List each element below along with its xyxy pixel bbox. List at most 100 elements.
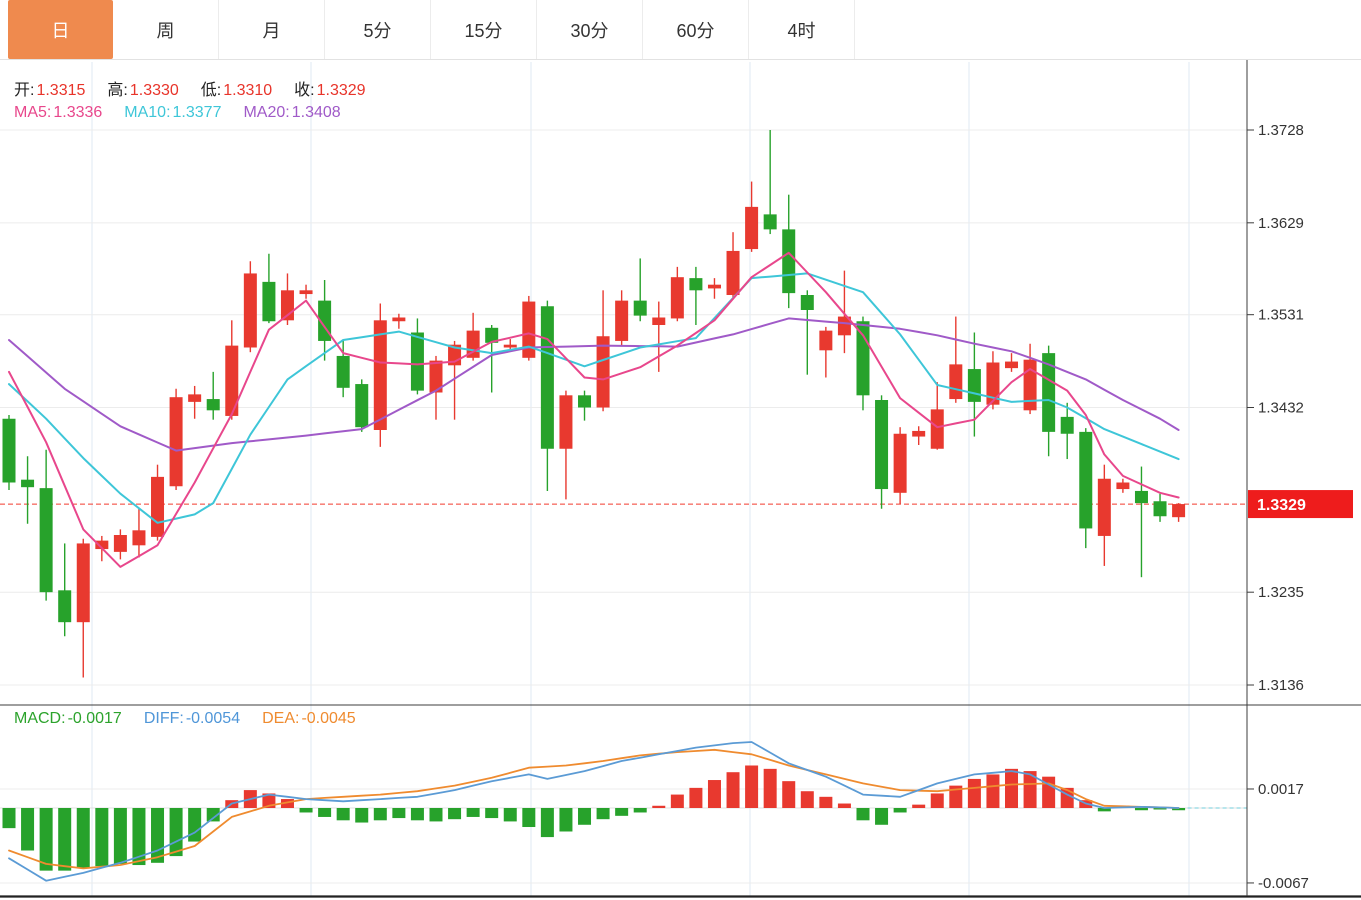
- macd-hist-bar[interactable]: [95, 808, 109, 867]
- candle-body-up[interactable]: [559, 395, 573, 449]
- candle-body-up[interactable]: [1005, 361, 1019, 369]
- macd-hist-bar[interactable]: [151, 808, 165, 863]
- timeframe-tab-60分[interactable]: 60分: [643, 0, 749, 59]
- macd-hist-bar[interactable]: [726, 772, 740, 808]
- macd-hist-bar[interactable]: [633, 808, 647, 813]
- macd-hist-bar[interactable]: [540, 808, 554, 838]
- macd-hist-bar[interactable]: [1172, 808, 1186, 811]
- macd-hist-bar[interactable]: [689, 787, 703, 808]
- macd-hist-bar[interactable]: [448, 808, 462, 820]
- candle-body-down[interactable]: [58, 590, 72, 623]
- candle-body-down[interactable]: [206, 399, 220, 411]
- candle-body-down[interactable]: [967, 369, 981, 402]
- candle-body-down[interactable]: [633, 300, 647, 316]
- candle-body-up[interactable]: [596, 336, 610, 408]
- candle-body-up[interactable]: [893, 433, 907, 493]
- candle-body-up[interactable]: [670, 277, 684, 319]
- macd-hist-bar[interactable]: [21, 808, 35, 851]
- macd-hist-bar[interactable]: [410, 808, 424, 821]
- macd-hist-bar[interactable]: [707, 780, 721, 808]
- macd-hist-bar[interactable]: [58, 808, 72, 871]
- macd-hist-bar[interactable]: [1097, 808, 1111, 812]
- timeframe-tab-5分[interactable]: 5分: [325, 0, 431, 59]
- macd-hist-bar[interactable]: [522, 808, 536, 828]
- candle-body-down[interactable]: [875, 400, 889, 490]
- candle-body-down[interactable]: [1134, 490, 1148, 504]
- candle-body-up[interactable]: [819, 330, 833, 351]
- candle-body-up[interactable]: [151, 476, 165, 537]
- macd-hist-bar[interactable]: [615, 808, 629, 816]
- candle-body-up[interactable]: [949, 364, 963, 400]
- macd-hist-bar[interactable]: [819, 796, 833, 808]
- macd-hist-bar[interactable]: [1023, 771, 1037, 808]
- candle-body-down[interactable]: [2, 418, 16, 483]
- candle-body-up[interactable]: [169, 397, 183, 487]
- candle-body-down[interactable]: [800, 295, 814, 310]
- macd-hist-bar[interactable]: [392, 808, 406, 819]
- macd-hist-bar[interactable]: [949, 785, 963, 808]
- timeframe-tab-月[interactable]: 月: [219, 0, 325, 59]
- candle-body-up[interactable]: [299, 290, 313, 295]
- macd-hist-bar[interactable]: [188, 808, 202, 842]
- macd-hist-bar[interactable]: [578, 808, 592, 825]
- macd-hist-bar[interactable]: [429, 808, 443, 822]
- candle-body-up[interactable]: [392, 317, 406, 322]
- timeframe-tab-日[interactable]: 日: [8, 0, 113, 59]
- candle-body-up[interactable]: [76, 543, 90, 623]
- macd-hist-bar[interactable]: [875, 808, 889, 825]
- timeframe-tab-4时[interactable]: 4时: [749, 0, 855, 59]
- candle-body-up[interactable]: [726, 250, 740, 295]
- candle-body-up[interactable]: [1097, 478, 1111, 536]
- candle-body-up[interactable]: [986, 362, 1000, 405]
- macd-hist-bar[interactable]: [912, 804, 926, 808]
- candle-body-up[interactable]: [837, 316, 851, 336]
- macd-hist-bar[interactable]: [2, 808, 16, 829]
- macd-hist-bar[interactable]: [1005, 768, 1019, 808]
- candle-body-down[interactable]: [763, 214, 777, 230]
- candle-body-up[interactable]: [243, 273, 257, 348]
- candle-body-down[interactable]: [1042, 353, 1056, 432]
- candle-body-up[interactable]: [652, 317, 666, 326]
- macd-hist-bar[interactable]: [967, 778, 981, 808]
- macd-hist-bar[interactable]: [559, 808, 573, 832]
- macd-hist-bar[interactable]: [1153, 808, 1167, 810]
- macd-hist-bar[interactable]: [763, 768, 777, 808]
- candle-body-up[interactable]: [373, 320, 387, 430]
- macd-hist-bar[interactable]: [485, 808, 499, 819]
- candle-body-up[interactable]: [95, 540, 109, 550]
- candle-body-up[interactable]: [188, 394, 202, 402]
- macd-hist-bar[interactable]: [1134, 808, 1148, 811]
- macd-hist-bar[interactable]: [596, 808, 610, 820]
- macd-hist-bar[interactable]: [856, 808, 870, 821]
- candle-body-up[interactable]: [113, 535, 127, 552]
- macd-hist-bar[interactable]: [373, 808, 387, 821]
- candle-body-down[interactable]: [485, 327, 499, 343]
- macd-hist-bar[interactable]: [206, 808, 220, 822]
- candle-body-down[interactable]: [1060, 416, 1074, 434]
- candle-body-down[interactable]: [336, 355, 350, 388]
- macd-hist-bar[interactable]: [355, 808, 369, 823]
- macd-hist-bar[interactable]: [800, 791, 814, 808]
- candle-body-up[interactable]: [429, 360, 443, 393]
- candle-body-up[interactable]: [707, 284, 721, 289]
- macd-hist-bar[interactable]: [930, 793, 944, 808]
- macd-hist-bar[interactable]: [280, 799, 294, 808]
- candle-body-down[interactable]: [21, 479, 35, 488]
- macd-hist-bar[interactable]: [466, 808, 480, 817]
- candle-body-down[interactable]: [578, 395, 592, 408]
- candle-body-down[interactable]: [540, 306, 554, 449]
- candle-body-down[interactable]: [782, 229, 796, 294]
- candle-body-down[interactable]: [262, 281, 276, 322]
- macd-hist-bar[interactable]: [113, 808, 127, 864]
- timeframe-tab-15分[interactable]: 15分: [431, 0, 537, 59]
- candle-body-up[interactable]: [132, 530, 146, 546]
- candle-body-up[interactable]: [1172, 504, 1186, 518]
- macd-hist-bar[interactable]: [336, 808, 350, 821]
- candle-body-up[interactable]: [745, 206, 759, 250]
- candle-body-up[interactable]: [930, 409, 944, 449]
- timeframe-tab-周[interactable]: 周: [113, 0, 219, 59]
- macd-hist-bar[interactable]: [299, 808, 313, 813]
- candle-body-down[interactable]: [39, 488, 53, 593]
- candle-body-up[interactable]: [1116, 482, 1130, 490]
